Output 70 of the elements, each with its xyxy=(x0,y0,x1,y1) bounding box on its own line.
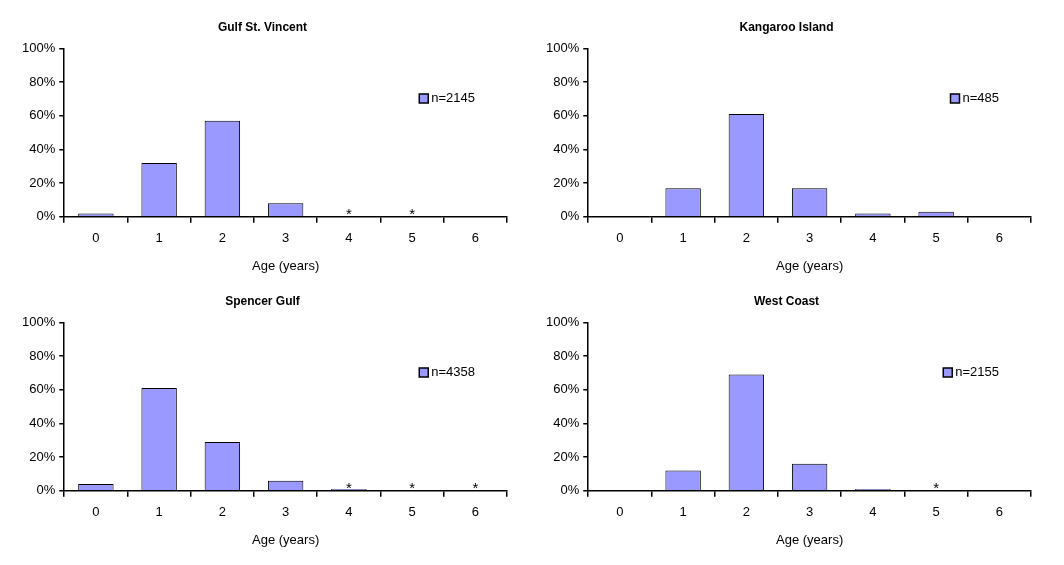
y-tick-label: 20% xyxy=(553,448,580,464)
x-tick-label: 0 xyxy=(92,230,100,246)
x-tick-label: 3 xyxy=(806,504,814,520)
chart-title: Spencer Gulf xyxy=(225,293,301,308)
y-tick-label: 80% xyxy=(29,347,56,363)
y-tick-label: 60% xyxy=(553,107,580,123)
x-tick-label: 5 xyxy=(932,504,940,520)
x-axis-title: Age (years) xyxy=(776,531,844,547)
x-tick-label: 2 xyxy=(218,230,226,246)
x-tick-label: 5 xyxy=(408,504,416,520)
y-tick-label: 0% xyxy=(560,482,580,498)
y-tick-label: 20% xyxy=(553,174,580,190)
legend-label: n=2155 xyxy=(955,364,1000,380)
y-tick-label: 100% xyxy=(22,39,56,55)
x-tick-label: 5 xyxy=(408,230,416,246)
x-tick-label: 0 xyxy=(616,504,624,520)
y-tick-label: 40% xyxy=(29,415,56,431)
annotation: * xyxy=(409,479,416,497)
x-axis-title: Age (years) xyxy=(776,257,844,273)
y-tick-label: 40% xyxy=(553,141,580,157)
y-tick-label: 100% xyxy=(22,313,56,329)
y-tick-label: 20% xyxy=(29,174,56,190)
y-tick-label: 0% xyxy=(36,208,56,224)
x-tick-label: 4 xyxy=(869,504,877,520)
chart-title: West Coast xyxy=(753,293,820,308)
x-tick-label: 0 xyxy=(92,504,100,520)
y-tick-label: 40% xyxy=(29,141,56,157)
y-tick-label: 60% xyxy=(29,381,56,397)
y-tick-label: 80% xyxy=(29,73,56,89)
chart-title: Gulf St. Vincent xyxy=(217,19,308,34)
x-tick-label: 4 xyxy=(869,230,877,246)
legend-label: n=4358 xyxy=(431,364,476,380)
x-tick-label: 1 xyxy=(155,230,163,246)
x-tick-label: 3 xyxy=(282,230,290,246)
legend-label: n=485 xyxy=(962,90,999,106)
chart-title: Kangaroo Island xyxy=(739,19,834,34)
x-tick-label: 5 xyxy=(932,230,940,246)
x-tick-label: 6 xyxy=(995,504,1003,520)
x-tick-label: 1 xyxy=(679,504,687,520)
x-tick-label: 3 xyxy=(806,230,814,246)
x-tick-label: 0 xyxy=(616,230,624,246)
x-axis-title: Age (years) xyxy=(252,257,320,273)
annotation: * xyxy=(345,479,352,497)
y-tick-label: 0% xyxy=(36,482,56,498)
x-tick-label: 6 xyxy=(471,504,479,520)
annotation: * xyxy=(409,205,416,223)
y-tick-label: 40% xyxy=(553,415,580,431)
annotation: * xyxy=(472,479,479,497)
y-tick-label: 0% xyxy=(560,208,580,224)
x-tick-label: 2 xyxy=(218,504,226,520)
x-tick-label: 1 xyxy=(679,230,687,246)
x-tick-label: 6 xyxy=(995,230,1003,246)
y-tick-label: 80% xyxy=(553,347,580,363)
x-tick-label: 3 xyxy=(282,504,290,520)
y-tick-label: 20% xyxy=(29,448,56,464)
x-tick-label: 4 xyxy=(345,230,353,246)
y-tick-label: 100% xyxy=(546,39,580,55)
x-tick-label: 2 xyxy=(742,504,750,520)
legend-label: n=2145 xyxy=(431,90,476,106)
y-tick-label: 100% xyxy=(546,313,580,329)
x-tick-label: 6 xyxy=(471,230,479,246)
y-tick-label: 60% xyxy=(29,107,56,123)
x-tick-label: 4 xyxy=(345,504,353,520)
annotation: * xyxy=(933,479,940,497)
x-tick-label: 1 xyxy=(155,504,163,520)
y-tick-label: 80% xyxy=(553,73,580,89)
x-tick-label: 2 xyxy=(742,230,750,246)
y-tick-label: 60% xyxy=(553,381,580,397)
annotation: * xyxy=(345,205,352,223)
x-axis-title: Age (years) xyxy=(252,531,320,547)
